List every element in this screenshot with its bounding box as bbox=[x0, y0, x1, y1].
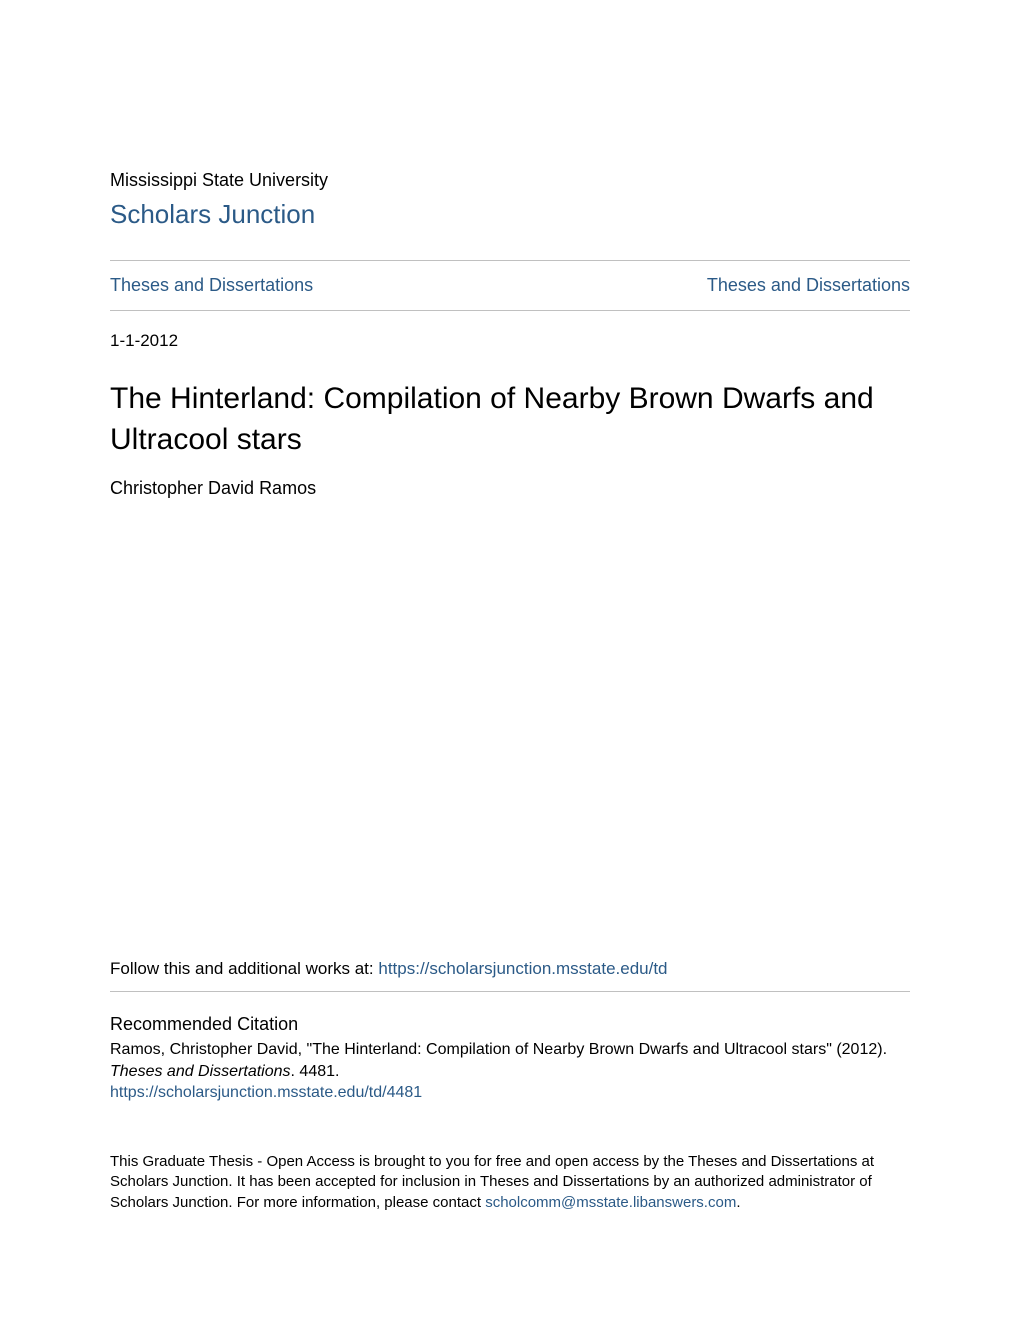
citation-series: Theses and Dissertations bbox=[110, 1063, 291, 1080]
citation-text: Ramos, Christopher David, "The Hinterlan… bbox=[110, 1039, 910, 1082]
follow-prefix: Follow this and additional works at: bbox=[110, 959, 378, 978]
divider-nav-bottom bbox=[110, 310, 910, 311]
follow-works-line: Follow this and additional works at: htt… bbox=[110, 959, 910, 979]
citation-part1: Ramos, Christopher David, "The Hinterlan… bbox=[110, 1041, 887, 1058]
divider-follow bbox=[110, 991, 910, 992]
nav-link-right[interactable]: Theses and Dissertations bbox=[707, 275, 910, 296]
author-name: Christopher David Ramos bbox=[110, 478, 910, 499]
citation-part2: . 4481. bbox=[291, 1063, 340, 1080]
nav-row: Theses and Dissertations Theses and Diss… bbox=[110, 261, 910, 310]
contact-email-link[interactable]: scholcomm@msstate.libanswers.com bbox=[485, 1194, 736, 1211]
nav-link-left[interactable]: Theses and Dissertations bbox=[110, 275, 313, 296]
footer-disclaimer: This Graduate Thesis - Open Access is br… bbox=[110, 1152, 910, 1213]
institution-name: Mississippi State University bbox=[110, 170, 910, 191]
repository-link[interactable]: Scholars Junction bbox=[110, 199, 910, 230]
citation-heading: Recommended Citation bbox=[110, 1014, 910, 1035]
footer-part2: . bbox=[736, 1194, 740, 1211]
follow-url-link[interactable]: https://scholarsjunction.msstate.edu/td bbox=[378, 959, 667, 978]
publication-date: 1-1-2012 bbox=[110, 331, 910, 351]
citation-url-link[interactable]: https://scholarsjunction.msstate.edu/td/… bbox=[110, 1084, 910, 1102]
document-title: The Hinterland: Compilation of Nearby Br… bbox=[110, 379, 910, 460]
